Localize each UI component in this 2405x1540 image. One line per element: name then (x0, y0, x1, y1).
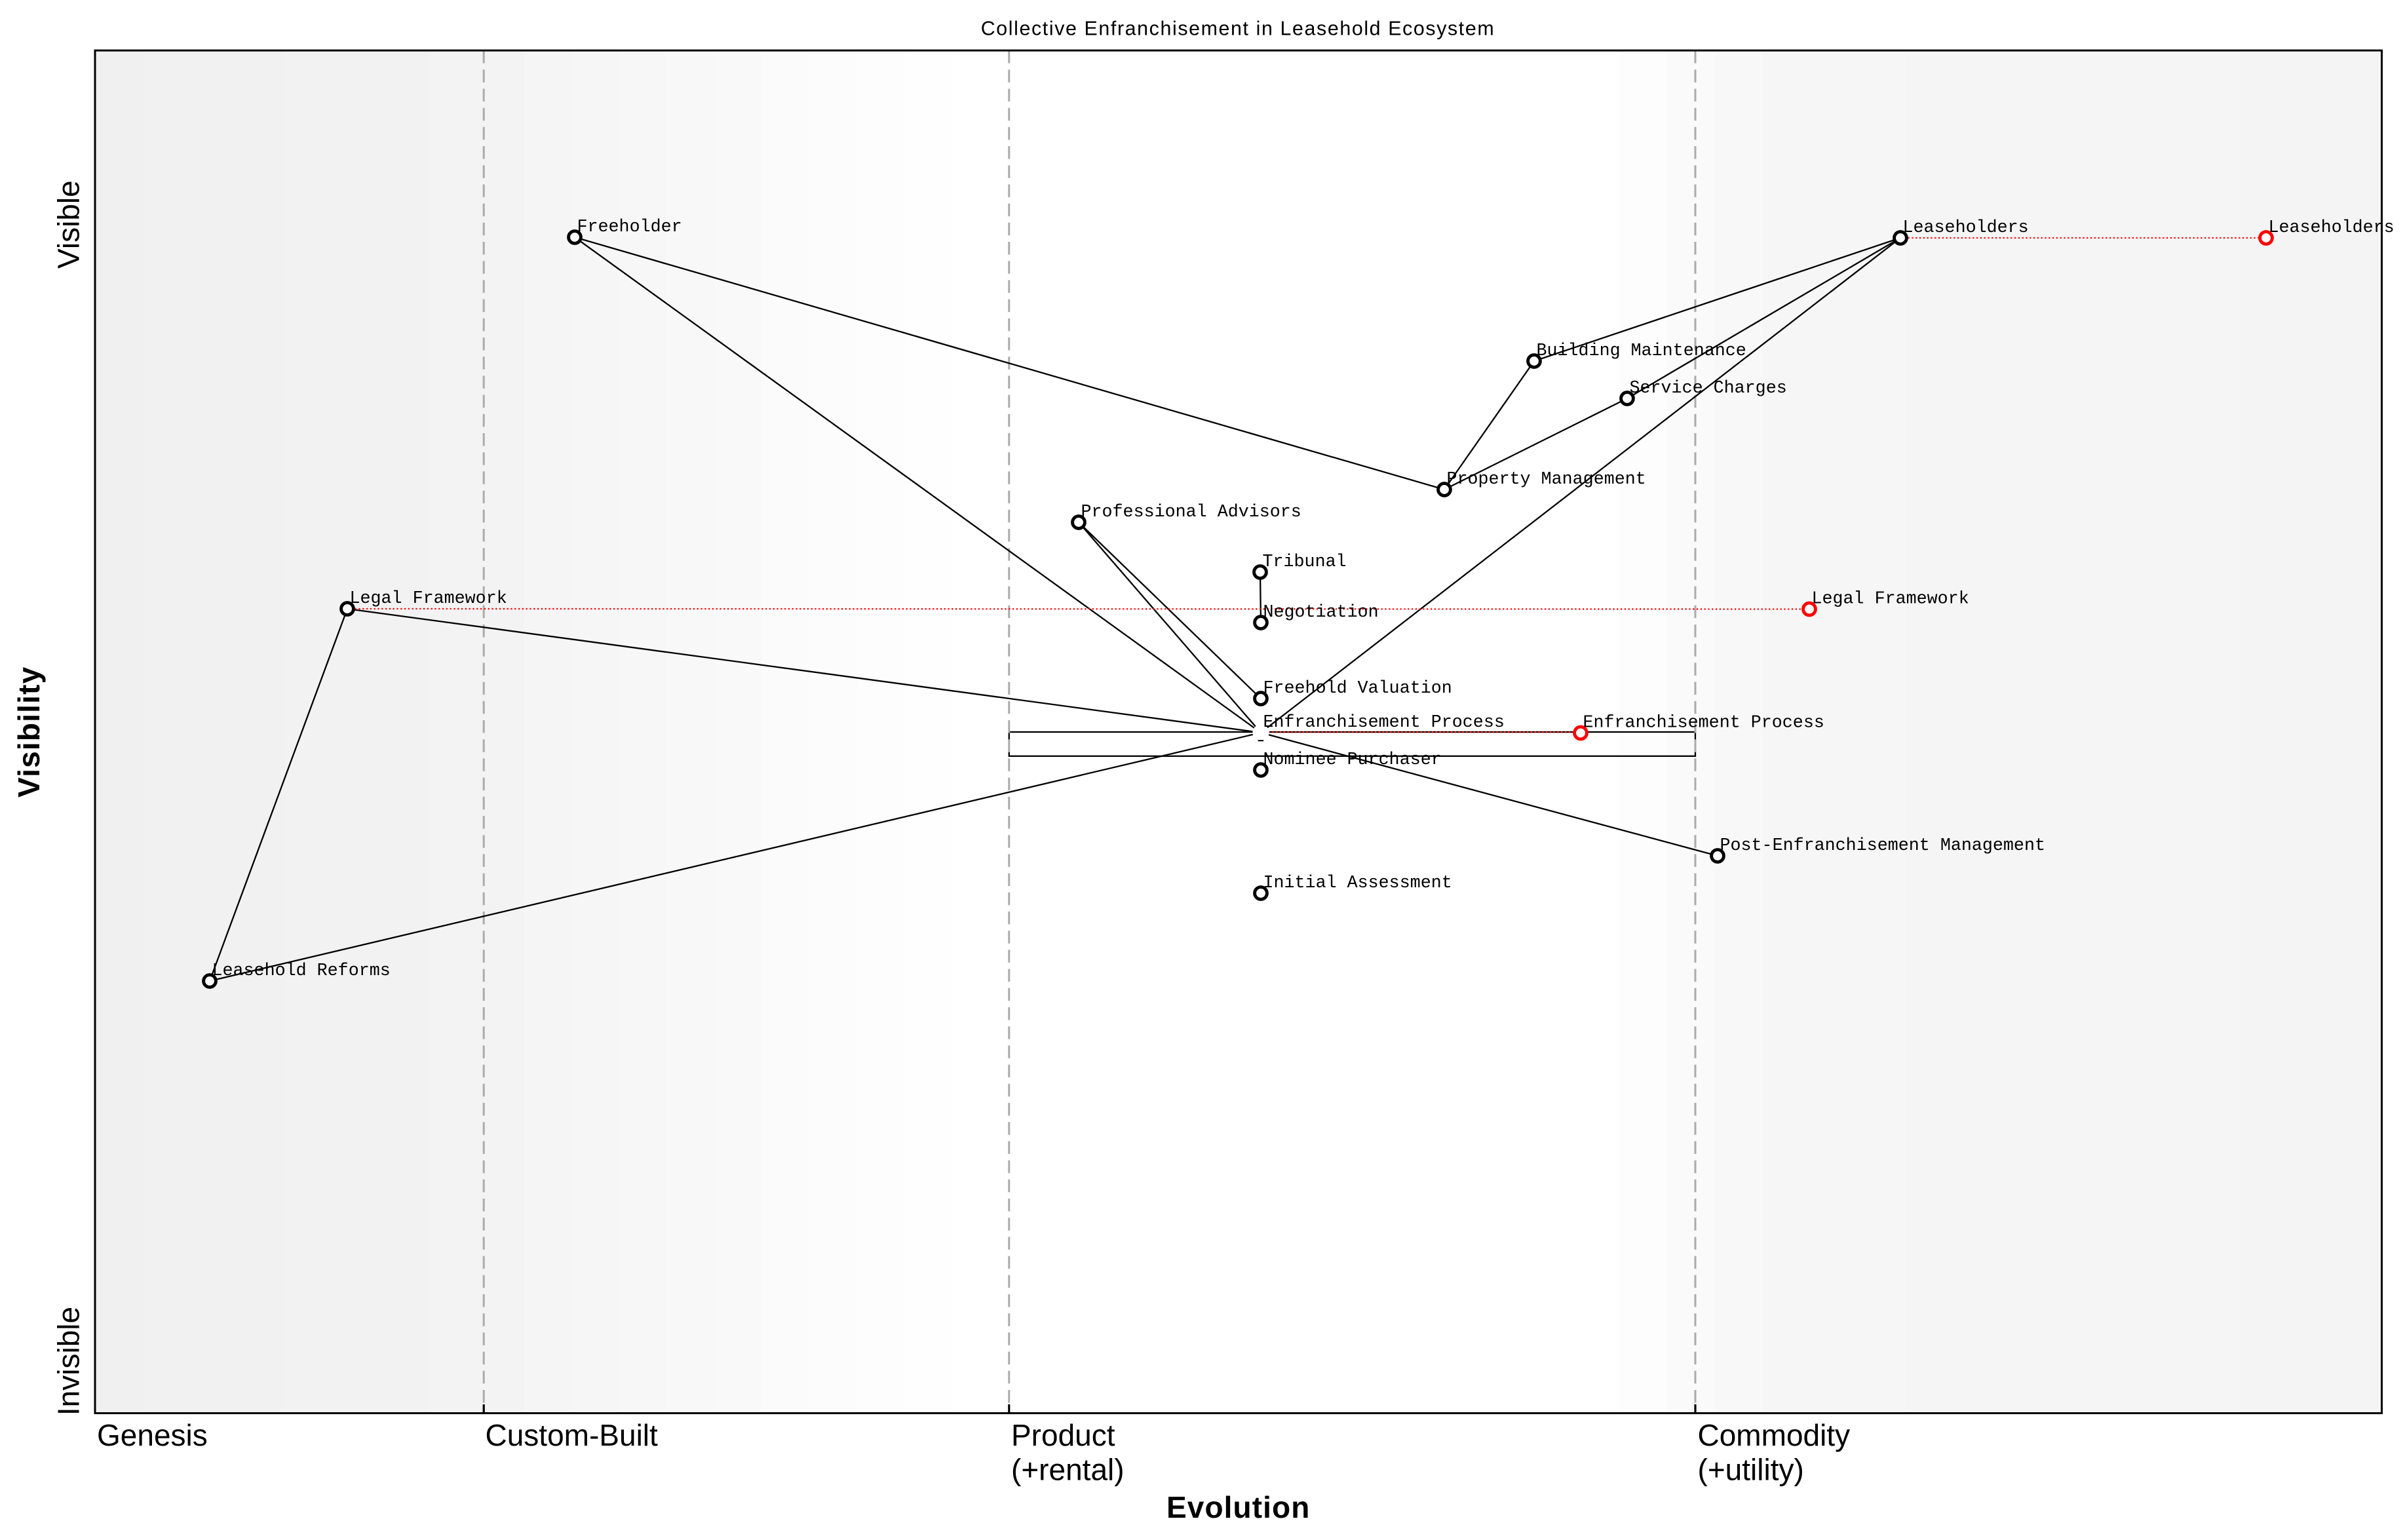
svg-text:Service Charges: Service Charges (1630, 379, 1787, 398)
svg-text:Leaseholders: Leaseholders (1903, 218, 2029, 238)
svg-text:Genesis: Genesis (97, 1418, 208, 1452)
svg-text:Post-Enfranchisement Managemen: Post-Enfranchisement Management (1720, 836, 2045, 856)
svg-text:Invisible: Invisible (51, 1307, 85, 1415)
svg-text:Commodity: Commodity (1698, 1418, 1851, 1452)
svg-text:Negotiation: Negotiation (1263, 603, 1379, 623)
svg-text:Initial Assessment: Initial Assessment (1263, 874, 1452, 893)
svg-text:Enfranchisement Process: Enfranchisement Process (1263, 713, 1505, 733)
svg-text:Professional Advisors: Professional Advisors (1081, 503, 1301, 522)
svg-text:Property Management: Property Management (1447, 470, 1646, 490)
svg-text:Custom-Built: Custom-Built (486, 1418, 659, 1452)
svg-text:Visible: Visible (51, 180, 85, 269)
svg-text:Product: Product (1011, 1418, 1115, 1452)
svg-text:Building Maintenance: Building Maintenance (1537, 341, 1746, 361)
svg-text:Legal Framework: Legal Framework (350, 589, 507, 609)
svg-text:Collective Enfranchisement in: Collective Enfranchisement in Leasehold … (981, 17, 1495, 39)
svg-text:Evolution: Evolution (1166, 1490, 1310, 1524)
svg-text:(+rental): (+rental) (1011, 1453, 1125, 1487)
svg-text:Legal Framework: Legal Framework (1812, 590, 1969, 609)
svg-text:Leasehold Reforms: Leasehold Reforms (212, 961, 391, 981)
svg-text:Tribunal: Tribunal (1263, 552, 1347, 572)
svg-text:Enfranchisement Process: Enfranchisement Process (1583, 714, 1824, 733)
svg-text:Visibility: Visibility (12, 666, 46, 798)
svg-text:(+utility): (+utility) (1698, 1453, 1804, 1487)
svg-text:Nominee Purchaser: Nominee Purchaser (1263, 750, 1442, 770)
svg-text:Leaseholders: Leaseholders (2269, 218, 2395, 238)
svg-text:Freehold Valuation: Freehold Valuation (1263, 679, 1452, 699)
svg-text:Freeholder: Freeholder (577, 218, 682, 237)
